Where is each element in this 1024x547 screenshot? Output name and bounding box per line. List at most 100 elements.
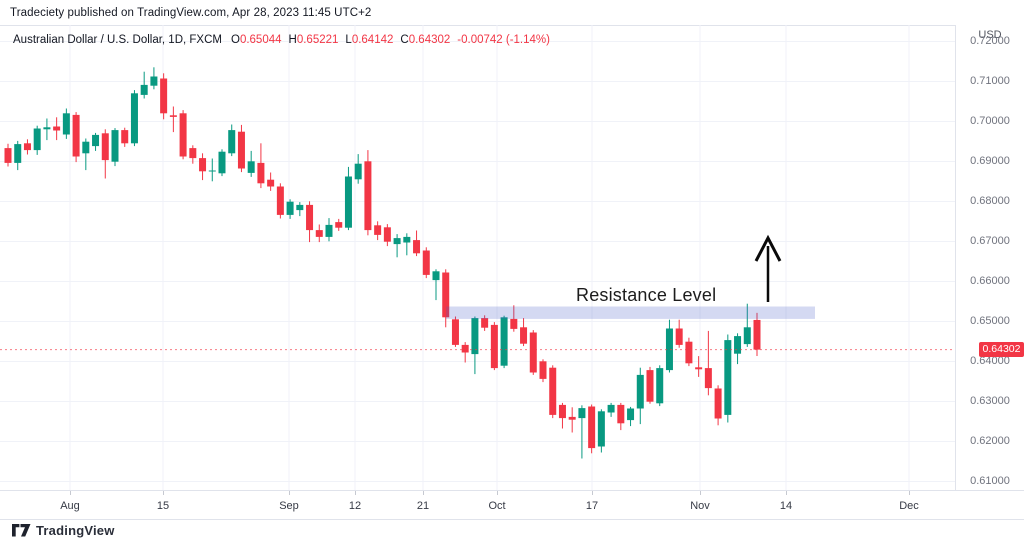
candle-body (23, 143, 31, 151)
candle-body (520, 327, 528, 344)
price-tick-label: 0.65000 (970, 315, 1010, 328)
candle-body (344, 176, 352, 228)
candle-body (383, 227, 391, 242)
candle-body (578, 408, 586, 419)
time-tick-mark (289, 491, 290, 495)
price-tick-label: 0.71000 (970, 75, 1010, 88)
candle-body (413, 240, 421, 254)
price-tick-label: 0.69000 (970, 155, 1010, 168)
tradingview-attribution[interactable]: TradingView (12, 523, 115, 538)
candle-body (150, 76, 158, 86)
candle-body (471, 318, 479, 355)
time-tick-mark (909, 491, 910, 495)
candle-body (743, 327, 751, 345)
candle-body (617, 404, 625, 424)
chart-top-border (0, 25, 1024, 26)
candle-body (665, 328, 673, 371)
resistance-zone[interactable] (446, 306, 815, 319)
candle-body (588, 406, 596, 449)
axis-currency-label: USD (978, 29, 1002, 41)
candle-body (53, 126, 61, 131)
candle-body (704, 368, 712, 389)
time-tick-label: Nov (690, 500, 710, 512)
candle-body (549, 367, 557, 415)
candle-body (481, 318, 489, 328)
candle-body (257, 162, 265, 184)
ohlc-open: O0.65044 (230, 34, 282, 46)
candle-body (33, 128, 41, 151)
candle-body (14, 144, 22, 163)
candle-body (179, 113, 187, 157)
candle-body (685, 341, 693, 364)
candle-body (208, 170, 216, 172)
price-tick-label: 0.68000 (970, 195, 1010, 208)
time-tick-mark (70, 491, 71, 495)
candle-body (121, 130, 129, 144)
time-tick-mark (700, 491, 701, 495)
time-tick-label: Aug (60, 500, 80, 512)
candle-body (636, 374, 644, 409)
candle-body (627, 408, 635, 421)
candle-body (461, 344, 469, 353)
time-tick-label: 21 (416, 500, 430, 512)
price-tick-label: 0.72000 (970, 35, 1010, 48)
time-tick-mark (423, 491, 424, 495)
candle-body (607, 404, 615, 413)
time-axis[interactable]: Aug 15 Sep 12 21 Oct 17 Nov 14 Dec (0, 491, 1024, 519)
tradingview-logo-icon (12, 524, 31, 537)
price-tick-label: 0.66000 (970, 275, 1010, 288)
time-tick-mark (163, 491, 164, 495)
candle-body (646, 370, 654, 402)
candle-body (432, 271, 440, 281)
candle-body (753, 319, 761, 350)
resistance-level-annotation-label[interactable]: Resistance Level (576, 285, 717, 305)
axis-border (955, 25, 956, 490)
attribution-text: Tradeciety published on TradingView.com,… (10, 7, 372, 19)
price-tick-label: 0.61000 (970, 475, 1010, 488)
candle-body (490, 324, 498, 369)
candle-body (354, 163, 362, 180)
candle-body (558, 404, 566, 419)
time-tick-label: Sep (279, 500, 299, 512)
price-axis[interactable]: USD 0.72000 0.71000 0.70000 0.69000 0.68000 0… (956, 25, 1024, 490)
candle-body (218, 151, 226, 174)
candle-body (306, 204, 314, 231)
change-value: -0.00742 (-1.14%) (457, 34, 550, 46)
candle-body (568, 416, 576, 420)
time-tick-label: 17 (585, 500, 599, 512)
up-arrow-head[interactable] (754, 234, 782, 262)
time-tick-label: 12 (348, 500, 362, 512)
candle-body (510, 318, 518, 329)
candle-body (442, 272, 450, 318)
price-chart-canvas[interactable] (0, 25, 955, 490)
candle-body (43, 127, 51, 130)
price-tick-label: 0.64000 (970, 355, 1010, 368)
symbol-legend: Australian Dollar / U.S. Dollar, 1D, FXC… (13, 34, 550, 46)
candle-body (4, 148, 12, 163)
time-tick-mark (592, 491, 593, 495)
candle-body (199, 158, 207, 172)
candle-body (160, 78, 168, 114)
current-price-label: 0.64302 (979, 342, 1024, 358)
candle-body (422, 250, 430, 275)
time-tick-label: 14 (779, 500, 793, 512)
candle-body (597, 411, 605, 447)
candle-body (500, 317, 508, 366)
candle-body (675, 328, 683, 345)
time-tick-mark (786, 491, 787, 495)
time-tick-mark (355, 491, 356, 495)
candle-body (695, 367, 703, 370)
candle-body (315, 230, 323, 237)
candle-body (296, 204, 304, 211)
candle-body (237, 131, 245, 169)
ohlc-high: H0.65221 (288, 34, 339, 46)
price-tick-label: 0.63000 (970, 395, 1010, 408)
candle-body (724, 340, 732, 415)
tradingview-brand-text: TradingView (36, 523, 115, 538)
ohlc-low: L0.64142 (345, 34, 394, 46)
time-tick-label: Oct (488, 500, 506, 512)
candle-body (276, 186, 284, 215)
time-tick-label: Dec (899, 500, 919, 512)
candle-body (335, 222, 343, 228)
candle-body (714, 388, 722, 419)
